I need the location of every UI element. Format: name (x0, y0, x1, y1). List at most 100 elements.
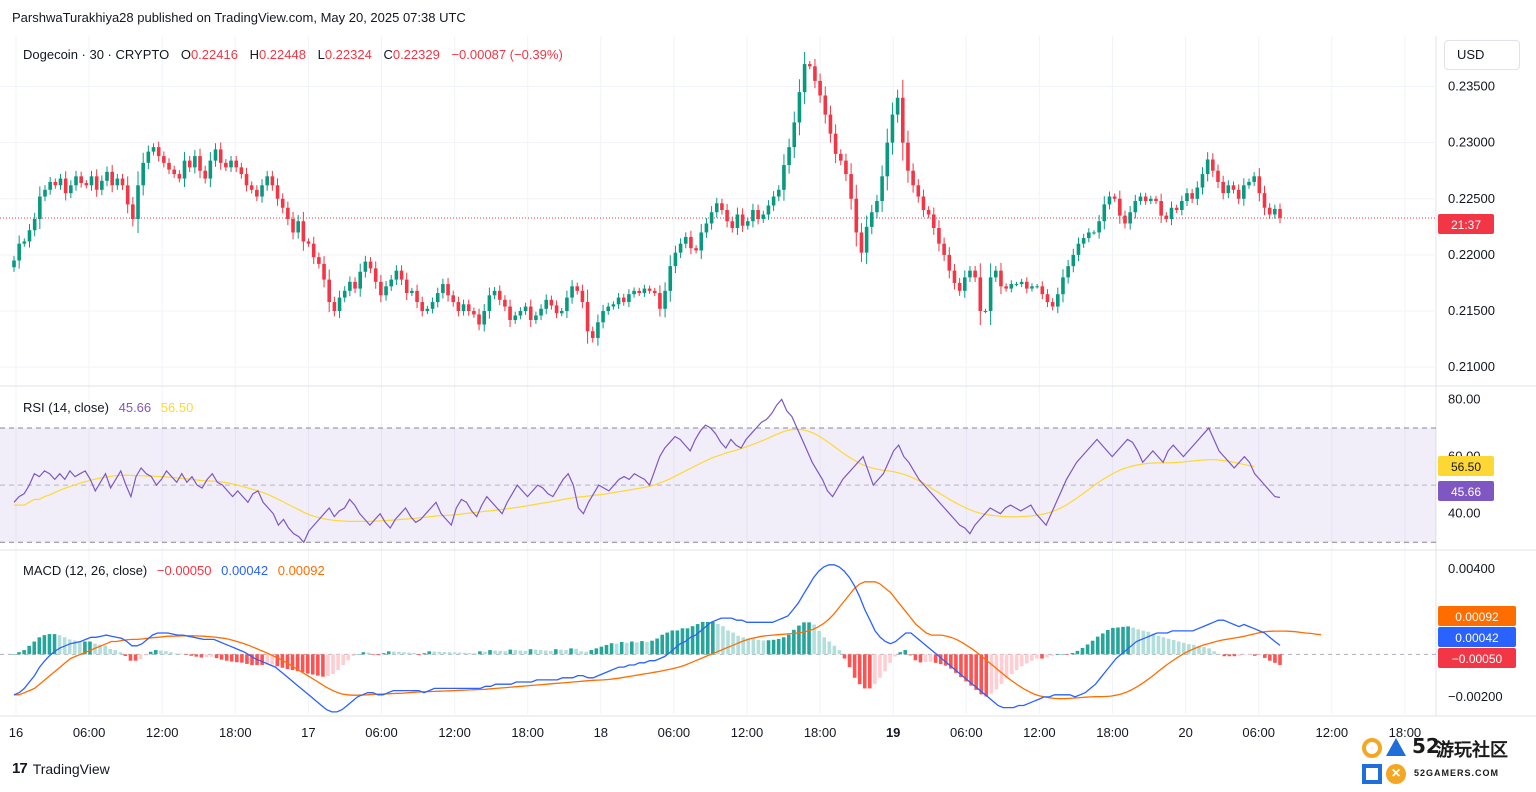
macd-histogram-bar (1045, 654, 1049, 658)
macd-histogram-bar (716, 624, 720, 655)
candle (787, 138, 791, 174)
candle (802, 51, 807, 105)
candle-body (942, 243, 946, 255)
candle (554, 300, 559, 319)
candle-body (1025, 281, 1029, 289)
macd-histogram-bar (1040, 654, 1044, 659)
candle-body (952, 270, 957, 283)
macd-legend-signal: 0.00092 (278, 563, 325, 578)
candle-body (895, 97, 900, 115)
candle (627, 289, 631, 308)
candle-body (441, 284, 445, 294)
candle-body (327, 279, 332, 303)
candle-body (337, 297, 342, 312)
legend-change: −0.00087 (−0.39%) (451, 47, 562, 62)
candle (177, 170, 182, 183)
candle (472, 307, 476, 318)
candle-body (1050, 302, 1055, 307)
candle (1247, 178, 1251, 189)
candle (255, 185, 259, 202)
candle (167, 158, 171, 175)
macd-histogram-bar (1126, 626, 1130, 655)
rsi-legend-ma: 56.50 (161, 400, 194, 415)
legends: Dogecoin · 30 · CRYPTO O0.22416 H0.22448… (23, 47, 563, 578)
candle (1205, 152, 1210, 182)
candle-body (745, 221, 750, 226)
macd-histogram-bar (488, 650, 492, 655)
candle-body (239, 167, 244, 175)
currency-button[interactable]: USD (1444, 40, 1520, 70)
macd-histogram-bar (543, 650, 548, 655)
candle (751, 203, 755, 228)
candle-body (1133, 201, 1138, 213)
macd-histogram-bar (1014, 654, 1019, 671)
macd-histogram-bar (214, 654, 219, 659)
macd-histogram-bar (705, 621, 710, 655)
macd-histogram-bar (1202, 647, 1206, 655)
x-tick-label: 18:00 (1389, 725, 1422, 740)
candle-body (141, 162, 145, 186)
candle-body (131, 204, 135, 219)
macd-histogram-bar (604, 644, 609, 655)
candle-body (146, 151, 151, 163)
macd-histogram-bar (756, 639, 761, 655)
macd-histogram-bar (523, 650, 528, 655)
candle (286, 201, 290, 226)
candle-body (198, 156, 202, 171)
candle (952, 264, 957, 290)
candle-body (921, 196, 926, 210)
candle-body (182, 160, 187, 179)
candle-body (167, 162, 171, 170)
macd-histogram-bar (873, 654, 877, 685)
candle (1081, 233, 1086, 248)
macd-histogram-bar (949, 654, 953, 669)
candle (38, 186, 42, 230)
candle-body (389, 279, 394, 287)
macd-histogram-bar (741, 637, 746, 655)
candle (776, 185, 781, 202)
macd-histogram-bar (751, 638, 756, 655)
candle-body (823, 95, 828, 115)
candle (1159, 193, 1163, 223)
candle (260, 179, 264, 203)
candle (296, 215, 301, 239)
macd-histogram-bar (817, 630, 821, 655)
candle (1092, 230, 1096, 235)
macd-histogram-bar (857, 654, 862, 685)
candle (993, 266, 998, 282)
macd-histogram-bar (219, 654, 224, 660)
macd-histogram-bar (1242, 654, 1247, 656)
candle-body (472, 311, 476, 315)
macd-histogram-bar (923, 654, 928, 662)
macd-histogram-bar (169, 652, 173, 655)
candle-body (544, 299, 549, 309)
site-watermark: × 52 游玩社区 52GAMERS.COM (1358, 732, 1530, 788)
candle (410, 287, 414, 297)
tradingview-logo[interactable]: 17 TradingView (12, 760, 110, 777)
candle (43, 185, 47, 202)
macd-histogram-bar (113, 650, 118, 655)
candle (647, 285, 652, 294)
candle (864, 215, 869, 264)
macd-histogram-bar (786, 634, 791, 655)
macd-histogram-bar (316, 654, 320, 676)
candle (978, 263, 983, 326)
candle (988, 263, 993, 326)
macd-tick-label: 0.00400 (1448, 561, 1495, 576)
candle (404, 272, 409, 301)
macd-histogram-bar (711, 621, 715, 655)
candle-body (415, 290, 419, 303)
macd-histogram-bar (746, 638, 751, 655)
candle (342, 286, 347, 303)
candle (683, 232, 688, 249)
candle-body (446, 284, 450, 296)
candle (1231, 181, 1236, 194)
candle (353, 277, 357, 294)
x-tick-label: 18 (594, 725, 608, 740)
macd-histogram-bar (422, 653, 426, 655)
candle (1112, 193, 1117, 202)
macd-signal-line (14, 581, 1322, 700)
price-legend: Dogecoin · 30 · CRYPTO O0.22416 H0.22448… (23, 47, 563, 62)
macd-histogram-bar (548, 650, 553, 655)
